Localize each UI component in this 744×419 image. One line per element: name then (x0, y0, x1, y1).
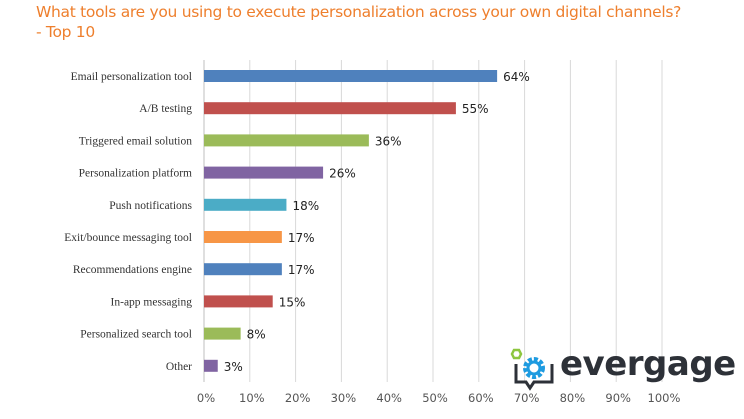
data-label: 26% (329, 167, 356, 181)
data-label: 8% (247, 328, 266, 342)
title-line: What tools are you using to execute pers… (36, 3, 682, 21)
x-tick-label: 30% (331, 391, 357, 405)
category-label: Personalized search tool (80, 329, 192, 341)
data-label: 55% (462, 102, 489, 116)
bar (204, 231, 282, 243)
evergage-logo-icon (510, 348, 554, 391)
category-label: Push notifications (109, 200, 192, 212)
bar (204, 166, 324, 179)
data-label: 36% (375, 134, 402, 148)
category-label: Other (166, 361, 192, 373)
x-tick-label: 90% (605, 391, 631, 405)
data-label: 15% (279, 295, 306, 309)
category-label: Personalization platform (79, 168, 192, 180)
category-label: A/B testing (139, 103, 192, 115)
chart-title: What tools are you using to execute pers… (36, 2, 681, 42)
bar (204, 263, 282, 276)
x-tick-label: 100% (648, 391, 681, 405)
x-tick-label: 80% (560, 391, 586, 405)
category-label: In-app messaging (111, 296, 193, 308)
bar (204, 134, 369, 147)
evergage-logo-text: evergage (560, 344, 736, 384)
x-tick-label: 0% (197, 391, 215, 405)
data-label: 3% (224, 360, 243, 374)
bar (204, 102, 456, 115)
data-label: 18% (292, 199, 319, 213)
x-tick-label: 50% (422, 391, 448, 405)
bar (204, 198, 287, 211)
subtitle-line: - Top 10 (36, 23, 95, 41)
bar (204, 327, 241, 340)
x-tick-label: 10% (239, 391, 265, 405)
category-label: Recommendations engine (73, 264, 192, 276)
category-label: Triggered email solution (79, 135, 193, 147)
bar (204, 70, 498, 82)
data-label: 64% (503, 70, 530, 84)
x-tick-label: 40% (376, 391, 402, 405)
data-label: 17% (288, 231, 315, 245)
bar (204, 295, 273, 308)
x-tick-label: 20% (285, 391, 311, 405)
x-tick-label: 60% (468, 391, 494, 405)
data-label: 17% (288, 263, 315, 277)
x-tick-label: 70% (514, 391, 540, 405)
category-label: Exit/bounce messaging tool (64, 232, 192, 244)
bar (204, 359, 218, 372)
category-label: Email personalization tool (71, 71, 192, 83)
